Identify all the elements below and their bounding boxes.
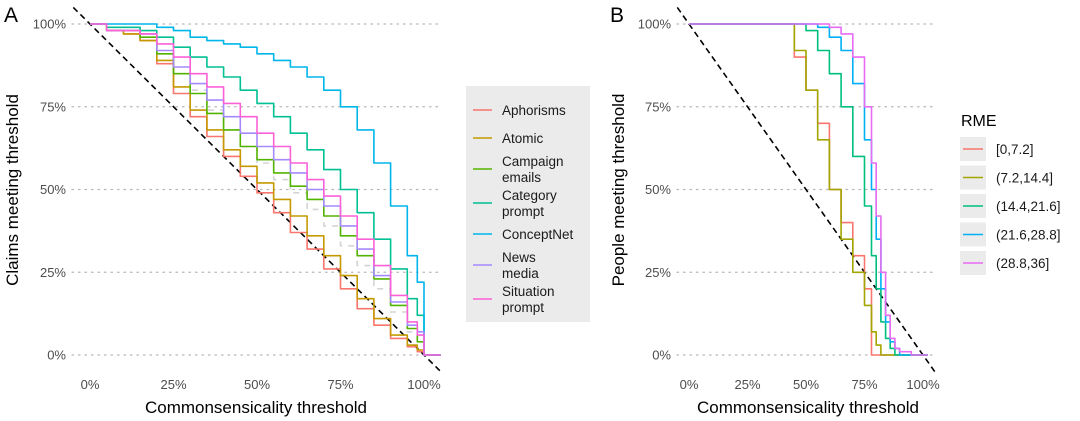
panel-a-label: A	[4, 4, 18, 27]
panel-b-y-tick-label: 50%	[645, 182, 671, 197]
panel-a-y-tick-label: 0%	[47, 348, 66, 363]
panel-b-label: B	[610, 4, 624, 27]
panel-b: B 0% 25% 50% 75% 100% 0% 25% 50% 75% 100% Common…	[609, 4, 1061, 417]
series-campaign-emails	[90, 23, 441, 356]
panel-a-x-tick-label: 0%	[81, 377, 100, 392]
legend-label: ConceptNet	[502, 227, 574, 242]
panel-b-x-tick-label: 0%	[680, 377, 699, 392]
series-category-prompt	[90, 23, 441, 356]
panel-a-x-tick-label: 25%	[160, 377, 186, 392]
legend-label: (14.4,21.6]	[996, 199, 1061, 214]
panel-b-x-ticks: 0% 25% 50% 75% 100%	[680, 377, 940, 392]
panel-a-x-tick-label: 50%	[244, 377, 270, 392]
legend-label: (28.8,36]	[996, 256, 1049, 271]
panel-a-y-tick-label: 25%	[40, 265, 66, 280]
panel-b-y-tick-label: 25%	[645, 265, 671, 280]
panel-a-x-tick-label: 75%	[327, 377, 353, 392]
panel-b-y-tick-label: 0%	[652, 348, 671, 363]
panel-b-y-tick-label: 75%	[645, 99, 671, 114]
legend-label: (21.6,28.8]	[996, 228, 1061, 243]
legend-label: (7.2,14.4]	[996, 171, 1053, 186]
panel-a-x-tick-label: 100%	[407, 377, 441, 392]
series-28-8-36	[689, 23, 928, 356]
series-aphorisms	[90, 23, 441, 356]
legend-label: [0,7.2]	[996, 142, 1034, 157]
panel-b-x-tick-label: 25%	[734, 377, 760, 392]
legend-label: Category prompt	[502, 188, 557, 219]
panel-a: A 0% 25% 50% 75% 100% 0% 25% 50% 75% 100% Common…	[3, 4, 590, 417]
series-news-media	[90, 23, 441, 356]
panel-b-y-ticks: 0% 25% 50% 75% 100%	[638, 17, 672, 363]
panel-b-legend: [0,7.2] (7.2,14.4] (14.4,21.6] (21.6,28.8] (…	[960, 137, 1061, 275]
legend-label: Atomic	[502, 131, 544, 146]
series-overall	[90, 23, 441, 356]
series-conceptnet	[90, 23, 441, 356]
panel-b-legend-title: RME	[961, 113, 997, 130]
panel-b-x-tick-label: 100%	[906, 377, 940, 392]
panel-a-y-tick-label: 50%	[40, 182, 66, 197]
panel-a-x-ticks: 0% 25% 50% 75% 100%	[81, 377, 441, 392]
series-situation-prompt	[90, 23, 441, 356]
legend-label: News media	[502, 250, 539, 281]
panel-b-y-label: People meeting threshold	[609, 94, 628, 287]
panel-a-reference-line	[72, 6, 442, 373]
legend-label: Situation prompt	[502, 284, 555, 315]
panel-a-y-tick-label: 100%	[33, 17, 67, 32]
panel-a-legend-box	[466, 86, 590, 322]
panel-a-y-tick-label: 75%	[40, 99, 66, 114]
panel-a-y-ticks: 0% 25% 50% 75% 100%	[33, 17, 67, 363]
panel-b-reference-line	[676, 6, 936, 373]
panel-a-x-label: Commonsensicality threshold	[145, 398, 367, 417]
legend-label: Campaign emails	[502, 154, 564, 185]
panel-a-y-label: Claims meeting threshold	[3, 94, 22, 286]
series-atomic	[90, 23, 441, 356]
panel-b-series	[689, 23, 928, 356]
panel-a-series	[90, 23, 441, 356]
panel-a-gridlines	[71, 23, 441, 356]
series-7-2-14-4	[689, 23, 928, 356]
legend-label: Aphorisms	[502, 103, 566, 118]
panel-b-x-label: Commonsensicality threshold	[697, 398, 919, 417]
panel-b-x-tick-label: 75%	[851, 377, 877, 392]
panel-b-y-tick-label: 100%	[638, 17, 672, 32]
panel-b-x-tick-label: 50%	[793, 377, 819, 392]
